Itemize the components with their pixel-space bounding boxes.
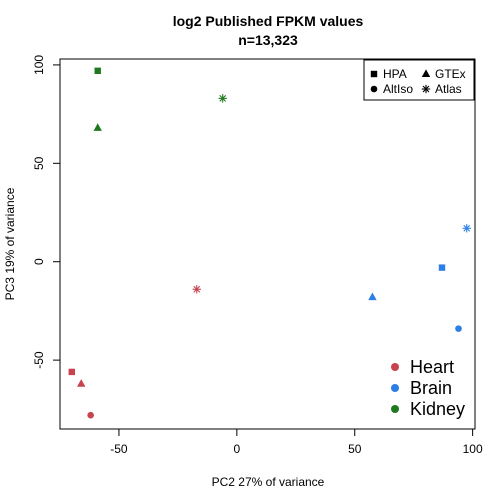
data-point-heart-altiso [87, 411, 94, 419]
data-point-brain-hpa [438, 264, 446, 271]
chart-title: log2 Published FPKM values [173, 13, 364, 29]
data-point-heart-hpa [68, 368, 75, 376]
legend-gtex-label: GTEx [435, 67, 466, 81]
x-tick-label: -50 [110, 442, 128, 456]
data-point-brain-gtex [368, 292, 377, 301]
x-tick-label: 0 [234, 442, 241, 456]
x-tick-label: 100 [463, 442, 483, 456]
legend-gtex-icon [421, 69, 431, 77]
y-axis: -50 0 50 100 [32, 55, 61, 369]
y-tick-label: 0 [32, 258, 46, 265]
x-axis-label: PC2 27% of variance [212, 475, 325, 489]
legend-altiso-icon [370, 85, 378, 93]
legend-atlas-label: Atlas [435, 82, 462, 96]
y-tick-label: -50 [32, 351, 46, 369]
legend-brain-dot [391, 384, 399, 392]
legend-kidney-dot [391, 405, 399, 413]
legend-brain-label: Brain [410, 378, 452, 398]
y-tick-label: 50 [32, 156, 46, 170]
y-tick-label: 100 [32, 55, 46, 75]
legend-hpa-icon [370, 70, 378, 78]
data-point-kidney-atlas [218, 94, 227, 103]
legend-hpa-label: HPA [383, 67, 407, 81]
x-axis: -50 0 50 100 [110, 428, 483, 456]
data-point-kidney-hpa [94, 67, 101, 75]
data-point-kidney-gtex [93, 123, 102, 131]
legend-heart-label: Heart [410, 357, 454, 377]
data-point-brain-atlas [462, 224, 471, 233]
data-point-heart-atlas [192, 285, 201, 294]
legend-kidney-label: Kidney [410, 399, 465, 419]
y-axis-label: PC3 19% of variance [3, 187, 17, 300]
legend-atlas-icon [421, 84, 431, 94]
data-point-heart-gtex [77, 379, 86, 387]
shape-legend: HPA GTEx AltIso Atlas [363, 59, 475, 101]
data-points [68, 67, 471, 419]
data-point-brain-altiso [455, 325, 462, 332]
x-tick-label: 50 [348, 442, 362, 456]
legend-heart-dot [391, 363, 399, 371]
chart-subtitle: n=13,323 [238, 32, 298, 48]
shape-legend-box [363, 59, 475, 101]
legend-altiso-label: AltIso [383, 82, 413, 96]
